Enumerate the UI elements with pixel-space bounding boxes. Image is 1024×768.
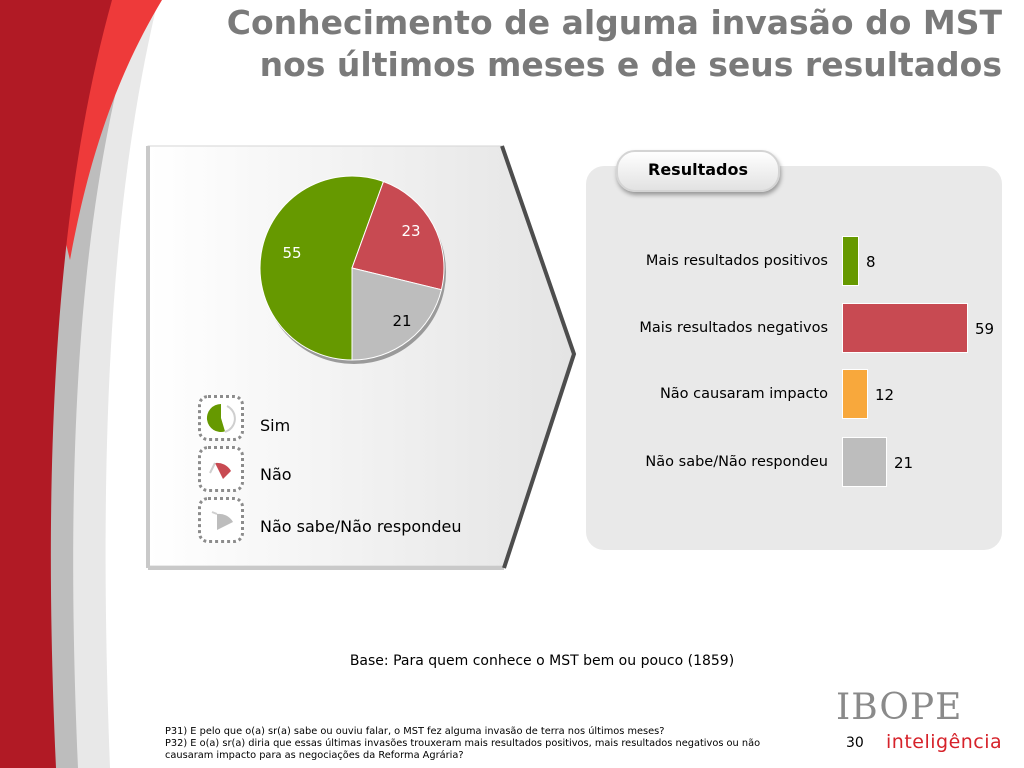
- page-title: Conhecimento de alguma invasão do MST no…: [182, 2, 1002, 86]
- pie-label-nao: 23: [401, 222, 421, 240]
- pie-slice-nsnr: [351, 267, 443, 361]
- bar-category-nsnr: Não sabe/Não respondeu: [645, 454, 828, 470]
- ibope-logo-subtitle: inteligência: [886, 731, 1003, 753]
- bar-nsnr: [842, 437, 887, 487]
- bar-positivos: [842, 236, 859, 286]
- bar-value-positivos: 8: [866, 253, 876, 271]
- legend-swatch-nsnr: [198, 497, 244, 543]
- results-panel: [586, 166, 1002, 550]
- base-note: Base: Para quem conhece o MST bem ou pou…: [349, 653, 735, 669]
- footnote-line-3: causaram impacto para as negociações da …: [165, 750, 464, 761]
- legend-swatch-nao: [198, 446, 244, 492]
- bar-impacto: [842, 369, 868, 419]
- bar-value-negativos: 59: [975, 320, 995, 338]
- ibope-logo: IBOPE: [836, 687, 963, 728]
- title-line-1: Conhecimento de alguma invasão do MST: [226, 3, 1002, 42]
- legend-label-sim: Sim: [260, 416, 291, 435]
- footnote-line-2: P32) E o(a) sr(a) diria que essas última…: [165, 738, 761, 749]
- title-line-2: nos últimos meses e de seus resultados: [259, 45, 1002, 84]
- bar-category-positivos: Mais resultados positivos: [645, 253, 828, 269]
- bar-category-negativos: Mais resultados negativos: [639, 320, 828, 336]
- footnote: P31) E pelo que o(a) sr(a) sabe ou ouviu…: [165, 726, 805, 762]
- bar-value-nsnr: 21: [894, 454, 914, 472]
- bar-category-impacto: Não causaram impacto: [659, 386, 828, 402]
- pie-label-sim: 55: [282, 244, 302, 262]
- pie-label-nsnr: 21: [392, 312, 412, 330]
- left-decoration: [0, 0, 162, 768]
- bar-negativos: [842, 303, 968, 353]
- page-number: 30: [846, 735, 864, 751]
- pie-slice-sim: [259, 175, 385, 361]
- results-tab: Resultados: [616, 150, 780, 192]
- footnote-line-1: P31) E pelo que o(a) sr(a) sabe ou ouviu…: [165, 726, 665, 737]
- pie-slice-nao: [351, 180, 445, 291]
- pie-chart: [259, 175, 446, 364]
- legend-label-nao: Não: [260, 465, 292, 484]
- legend-swatch-sim: [198, 395, 244, 441]
- bar-value-impacto: 12: [875, 386, 895, 404]
- legend-label-nsnr: Não sabe/Não respondeu: [260, 517, 462, 536]
